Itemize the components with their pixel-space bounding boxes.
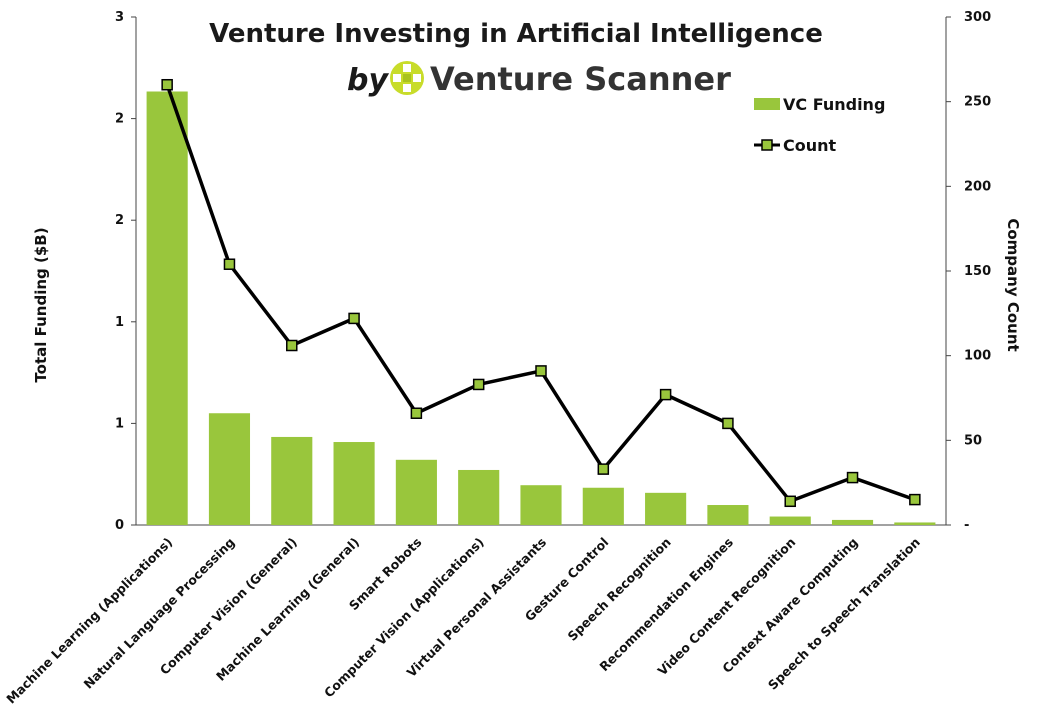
- y-left-tick-label: 3: [115, 10, 124, 25]
- bar: [520, 485, 562, 525]
- y-left-tick-label: 1: [115, 416, 124, 431]
- y-axis-left-title: Total Funding ($B): [32, 227, 50, 382]
- legend-label-count: Count: [783, 136, 837, 155]
- y-right-tick-label: 200: [964, 179, 991, 194]
- y-left-tick-label: 2: [115, 213, 124, 228]
- bar: [271, 436, 313, 525]
- y-left-tick-label: 1: [115, 315, 124, 330]
- count-point: [348, 312, 360, 325]
- bars-group: [146, 91, 936, 526]
- legend-label-vc-funding: VC Funding: [783, 95, 885, 114]
- category-labels: Machine Learning (Applications)Natural L…: [3, 535, 923, 707]
- bar: [707, 505, 749, 525]
- bar: [333, 442, 375, 525]
- category-label: Speech Recognition: [564, 535, 673, 644]
- count-point: [472, 378, 485, 391]
- y-right-tick-label: -: [964, 518, 969, 533]
- legend-item-count: Count: [754, 136, 837, 155]
- bar: [146, 91, 188, 526]
- count-point: [659, 388, 672, 401]
- y-right-tick-label: 300: [964, 10, 991, 25]
- count-point: [909, 493, 921, 506]
- count-point: [784, 495, 796, 508]
- count-point: [846, 471, 859, 484]
- count-point: [597, 463, 610, 475]
- count-point: [223, 258, 236, 270]
- y-left-tick-label: 0: [115, 518, 124, 533]
- y-axis-right-title: Company Count: [1004, 218, 1022, 351]
- bar: [769, 516, 811, 525]
- y-right-tick-label: 50: [964, 433, 982, 448]
- y-right-tick-label: 250: [964, 95, 991, 110]
- chart-title: Venture Investing in Artificial Intellig…: [209, 19, 823, 49]
- legend: VC Funding Count: [754, 95, 885, 155]
- legend-item-vc-funding: VC Funding: [754, 95, 885, 114]
- bar: [582, 487, 624, 525]
- category-label: Context Aware Computing: [719, 535, 860, 676]
- legend-marker-count: [761, 139, 773, 151]
- count-point: [161, 78, 173, 91]
- bar: [208, 413, 251, 525]
- venture-scanner-logo-icon: [390, 61, 424, 95]
- y-right-tick-label: 150: [964, 264, 991, 279]
- count-line-group: [161, 78, 921, 508]
- count-point: [410, 407, 423, 419]
- bar: [894, 522, 936, 525]
- axes: 0 1 1 2 2 3 - 50 100 150 200 250 300: [115, 10, 991, 533]
- count-point: [722, 417, 734, 430]
- y-left-tick-label: 2: [115, 112, 124, 127]
- count-point: [535, 365, 547, 377]
- bar: [458, 469, 500, 525]
- bar: [831, 519, 874, 525]
- count-point: [286, 339, 298, 352]
- bar: [645, 492, 687, 525]
- category-label: Recommendation Engines: [596, 535, 736, 675]
- brand-name: Venture Scanner: [430, 60, 731, 98]
- legend-swatch-vc-funding: [754, 98, 780, 110]
- bar: [395, 459, 437, 525]
- brand-line: by Venture Scanner: [347, 60, 731, 98]
- brand-prefix: by: [347, 63, 389, 98]
- y-right-tick-label: 100: [964, 349, 991, 364]
- category-label: Computer Vision (General): [157, 535, 300, 678]
